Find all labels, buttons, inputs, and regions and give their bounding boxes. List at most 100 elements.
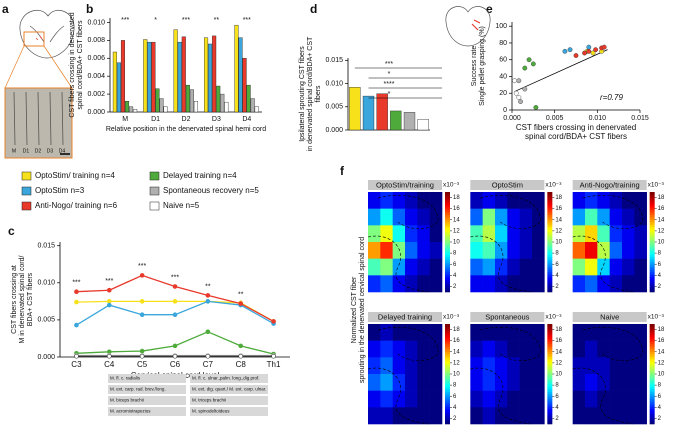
bar xyxy=(242,58,247,113)
significance: * xyxy=(388,91,391,98)
heatmap-cell xyxy=(392,275,406,293)
heatmap-cell xyxy=(572,258,586,276)
colorbar-step xyxy=(445,217,450,220)
heatmap-cell xyxy=(482,242,496,259)
colorbar-tick-label: 4 xyxy=(453,273,457,279)
point xyxy=(74,353,79,359)
colorbar-tick-label: 12 xyxy=(453,360,460,366)
colorbar-tick-label: 4 xyxy=(453,405,457,411)
panel-title: OptoStim/training xyxy=(376,180,434,189)
colorbar-step xyxy=(649,419,655,422)
colorbar-tick-label: 18 xyxy=(658,327,665,333)
point xyxy=(582,50,587,56)
panel-label: a xyxy=(2,2,9,16)
point xyxy=(573,53,579,58)
bar xyxy=(120,40,125,113)
colorbar-step xyxy=(547,207,553,210)
colorbar-step xyxy=(445,254,450,258)
colorbar-step xyxy=(547,386,553,390)
y-tick-label: 40 xyxy=(499,73,507,80)
bar xyxy=(212,35,217,113)
heatmap-cell xyxy=(495,357,508,375)
colorbar-step xyxy=(649,396,655,400)
muscle-box xyxy=(108,374,186,383)
colorbar-step xyxy=(547,197,553,200)
colorbar-step xyxy=(547,282,553,285)
heatmap-cell xyxy=(368,357,381,375)
colorbar-step xyxy=(445,356,450,360)
significance: *** xyxy=(72,280,80,287)
heatmap-cell xyxy=(622,357,635,375)
colorbar-step xyxy=(649,326,655,330)
colorbar-tick-label: 10 xyxy=(658,240,665,246)
heatmap-cell xyxy=(392,324,406,341)
colorbar-step xyxy=(547,219,553,223)
colorbar-step xyxy=(649,217,655,220)
colorbar-step xyxy=(649,259,655,263)
x-tick-label: D3 xyxy=(212,116,221,123)
colorbar-step xyxy=(649,209,655,213)
heatmap-cell xyxy=(572,192,586,209)
colorbar-step xyxy=(547,379,553,382)
colorbar-step xyxy=(649,404,655,407)
point xyxy=(205,329,211,335)
heatmap-cell xyxy=(482,407,496,425)
point xyxy=(271,319,276,324)
colorbar-tick-label: 2 xyxy=(453,284,457,290)
heatmap-cell xyxy=(585,357,598,375)
heatmap-cell xyxy=(417,374,430,391)
heatmap-cell xyxy=(470,390,483,408)
colorbar-tick-label: 14 xyxy=(555,217,562,223)
point xyxy=(106,353,112,359)
y-axis-label: sprouting in the denervated cervical spi… xyxy=(359,237,366,383)
point xyxy=(172,343,178,349)
y-tick-label: 80 xyxy=(499,40,507,47)
legend-label: OptoStim/ training n=4 xyxy=(35,171,115,180)
heatmap-cell xyxy=(405,258,418,276)
colorbar-step xyxy=(649,287,655,290)
significance: *** xyxy=(121,17,129,24)
bar xyxy=(250,98,255,113)
bar xyxy=(185,84,190,113)
colorbar-step xyxy=(547,209,553,213)
muscle-box xyxy=(108,396,186,405)
colorbar-tick-label: 10 xyxy=(453,240,460,246)
heatmap-cell xyxy=(405,340,418,358)
colorbar-step xyxy=(445,374,450,377)
heatmap-cell xyxy=(429,357,443,375)
colorbar-step xyxy=(445,272,450,275)
panel-title-box xyxy=(470,180,545,190)
x-tick-label: C3 xyxy=(71,360,82,369)
colorbar-step xyxy=(445,199,450,203)
x-tick-label: C8 xyxy=(236,360,247,369)
colorbar-tick-label: 12 xyxy=(555,360,562,366)
y-tick-label: 0.015 xyxy=(325,57,343,64)
colorbar-step xyxy=(445,376,450,380)
heatmap-cell xyxy=(519,242,533,259)
colorbar-step xyxy=(649,331,655,335)
colorbar-step xyxy=(547,217,553,220)
heatmap-cell xyxy=(482,324,496,341)
colorbar-step xyxy=(445,247,450,250)
significance: *** xyxy=(385,61,393,68)
heatmap-cell xyxy=(470,374,483,391)
heatmap-cell xyxy=(585,374,598,391)
colorbar-step xyxy=(547,212,553,215)
colorbar-step xyxy=(445,282,450,285)
colorbar-step xyxy=(547,366,553,370)
colorbar-step xyxy=(649,197,655,200)
point xyxy=(271,353,276,359)
heatmap-cell xyxy=(532,258,545,276)
heatmap-cell xyxy=(532,340,545,358)
colorbar-step xyxy=(547,341,553,345)
colorbar-step xyxy=(547,411,553,415)
colorbar-step xyxy=(547,401,553,405)
trend-line xyxy=(514,49,608,92)
point xyxy=(586,48,592,54)
panel-label: c xyxy=(8,224,15,238)
heatmap-cell xyxy=(532,242,545,259)
colorbar-tick-label: 14 xyxy=(453,349,460,355)
heatmap-cell xyxy=(597,324,610,341)
x-tick-label: 0.005 xyxy=(546,115,564,122)
colorbar-step xyxy=(445,287,450,290)
